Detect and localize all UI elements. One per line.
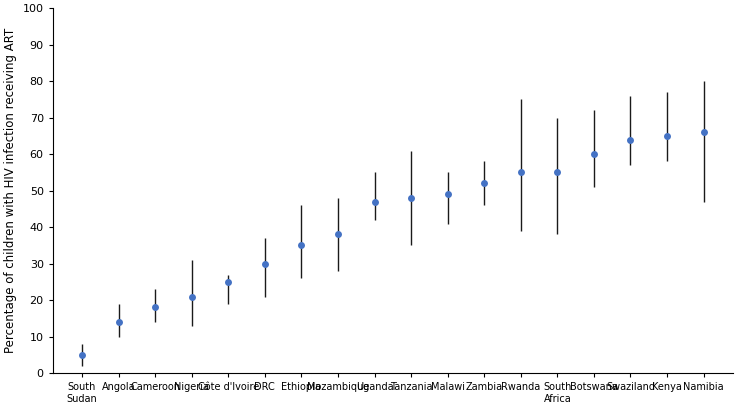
Y-axis label: Percentage of children with HIV infection receiving ART: Percentage of children with HIV infectio… [4,28,17,353]
